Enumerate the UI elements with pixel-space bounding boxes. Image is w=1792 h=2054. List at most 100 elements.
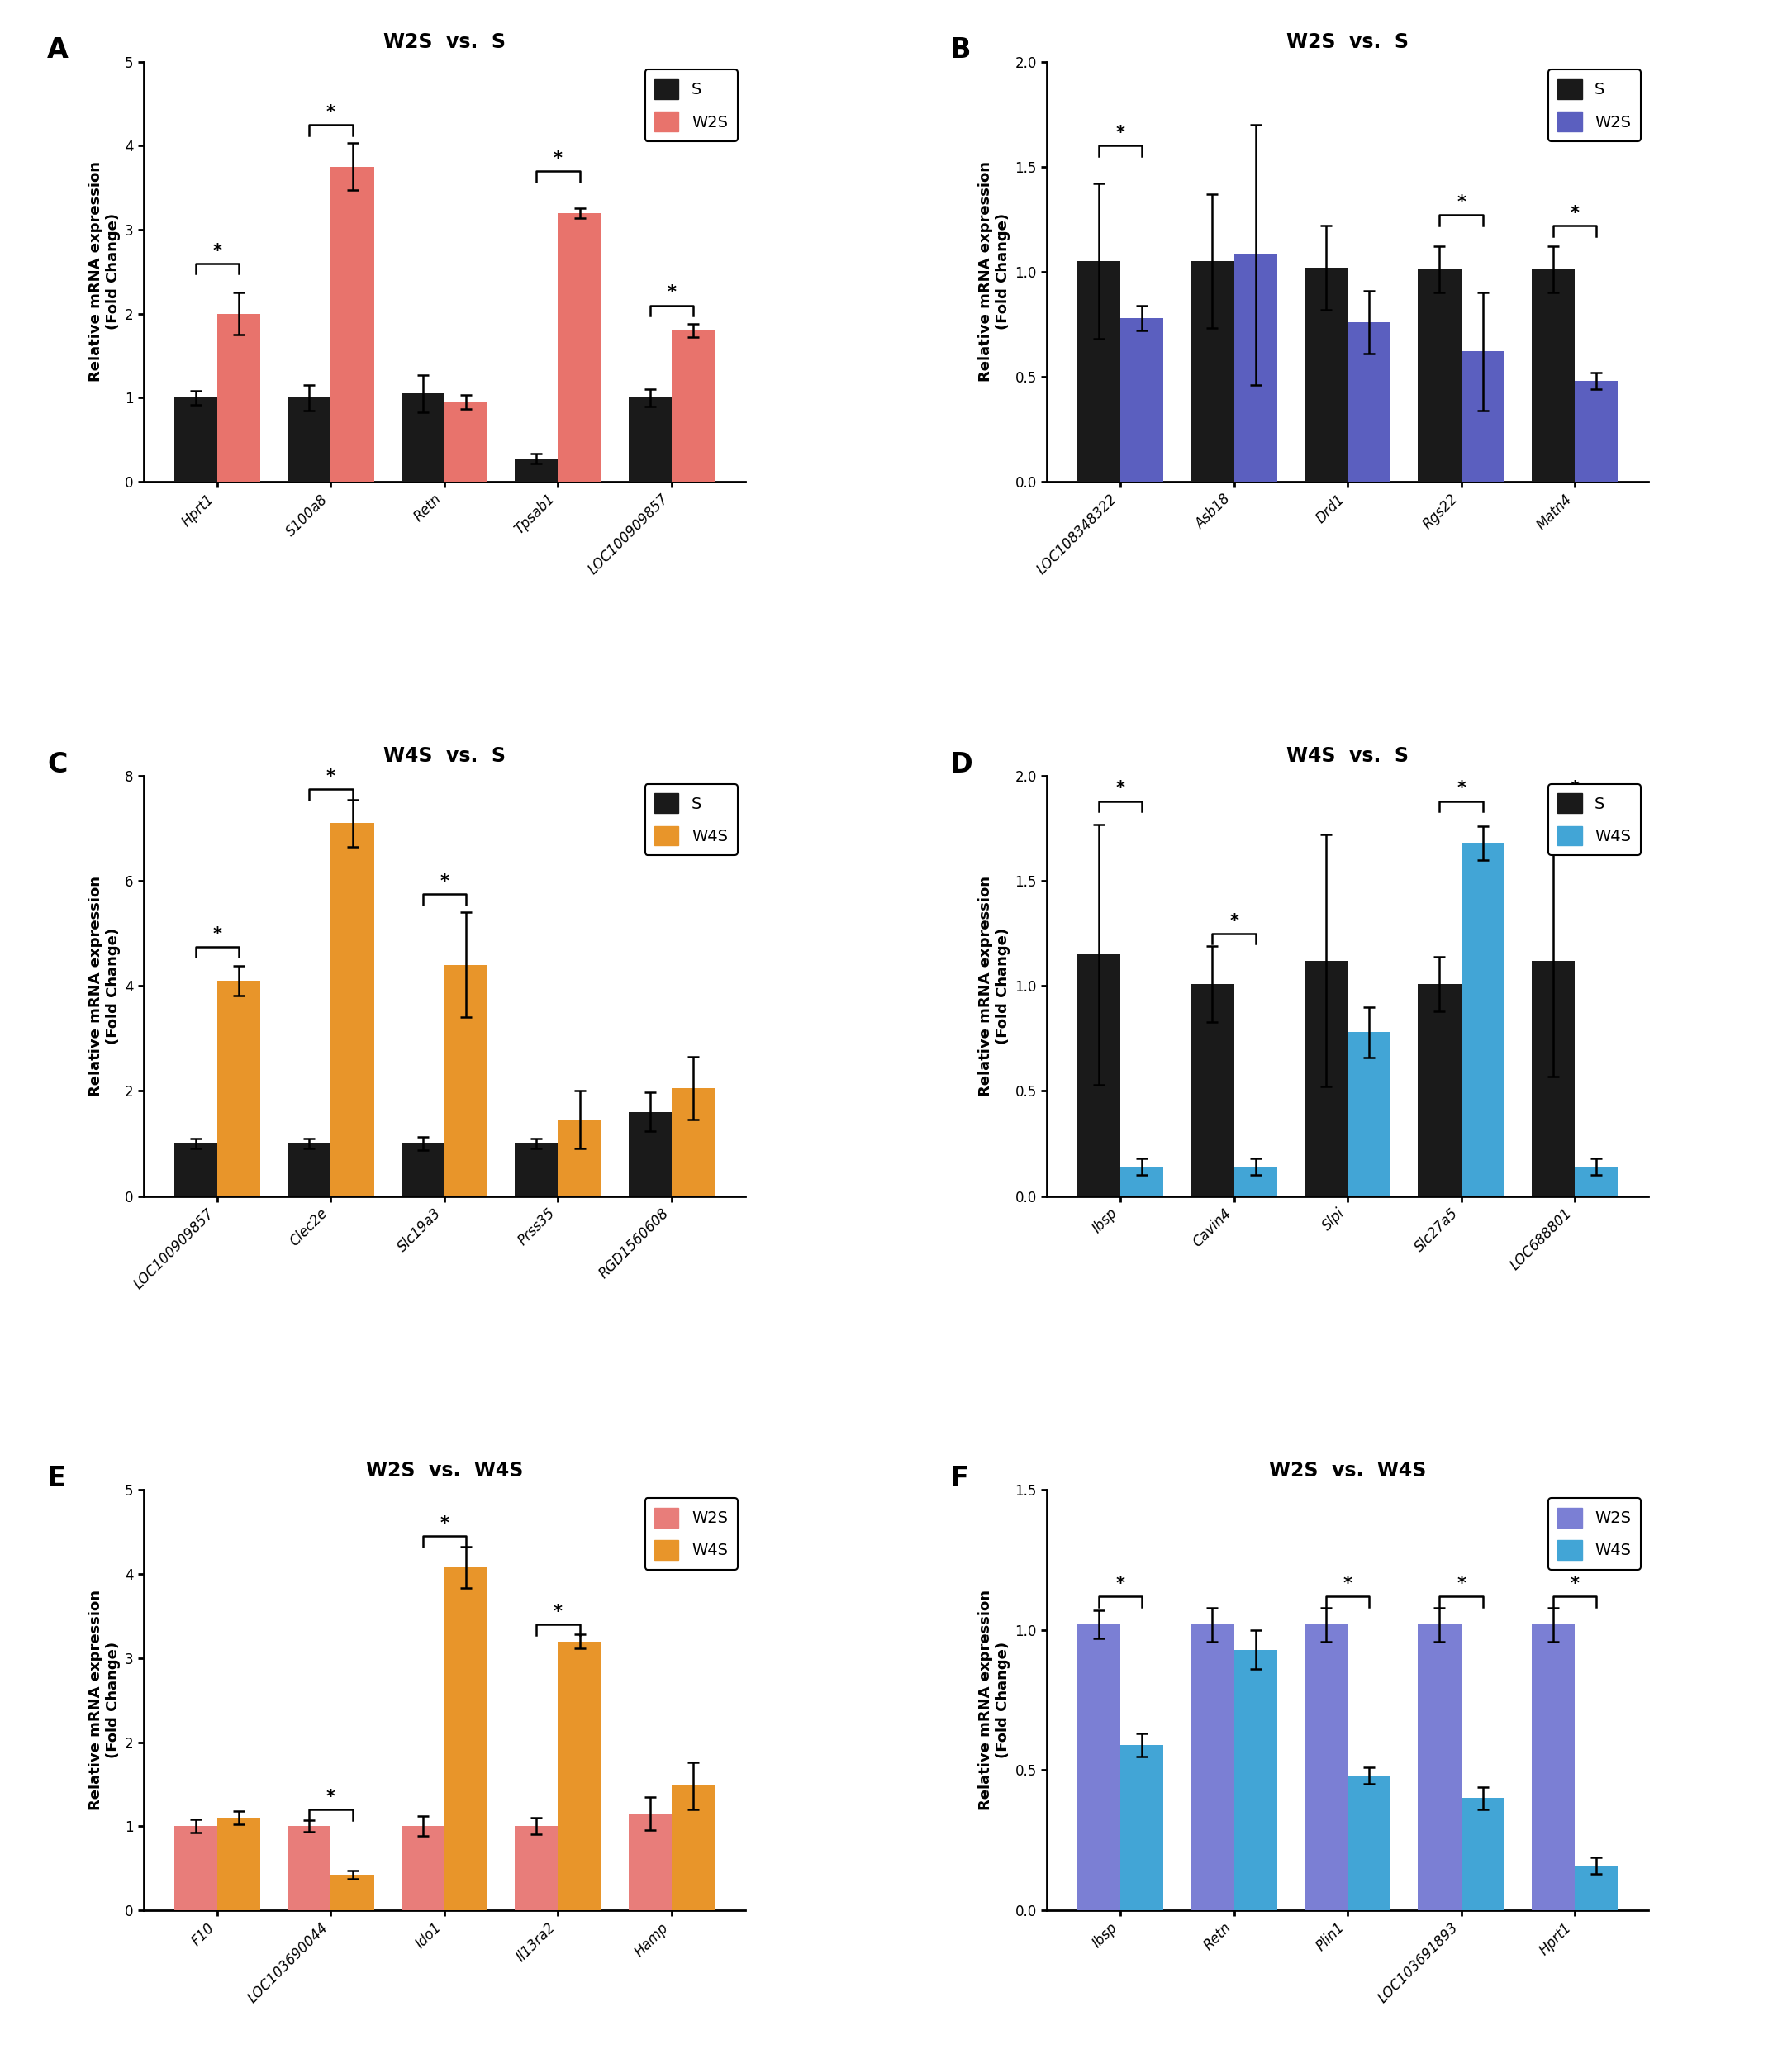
Y-axis label: Relative mRNA expression
(Fold Change): Relative mRNA expression (Fold Change): [978, 1590, 1011, 1810]
Bar: [1532, 1625, 1575, 1910]
Title: W2S  vs.  W4S: W2S vs. W4S: [1269, 1460, 1426, 1481]
Text: *: *: [213, 926, 222, 943]
Text: F: F: [950, 1465, 969, 1491]
Title: W2S  vs.  W4S: W2S vs. W4S: [366, 1460, 523, 1481]
Text: C: C: [47, 750, 68, 778]
Text: *: *: [1570, 1575, 1579, 1592]
Bar: [1575, 1865, 1618, 1910]
Bar: [1305, 961, 1348, 1195]
Bar: [401, 1826, 444, 1910]
Text: E: E: [47, 1465, 66, 1491]
Bar: [672, 1785, 715, 1910]
Text: B: B: [950, 37, 971, 64]
Bar: [1348, 1031, 1391, 1195]
Y-axis label: Relative mRNA expression
(Fold Change): Relative mRNA expression (Fold Change): [88, 875, 120, 1097]
Bar: [1235, 1167, 1278, 1195]
Text: *: *: [1116, 125, 1125, 142]
Bar: [629, 1111, 672, 1195]
Bar: [401, 1144, 444, 1195]
Bar: [514, 1144, 557, 1195]
Title: W4S  vs.  S: W4S vs. S: [1287, 746, 1409, 766]
Text: *: *: [1570, 205, 1579, 222]
Legend: S, W4S: S, W4S: [1548, 785, 1641, 854]
Bar: [217, 314, 260, 483]
Bar: [444, 965, 487, 1195]
Text: D: D: [950, 750, 973, 778]
Bar: [217, 1818, 260, 1910]
Bar: [1305, 267, 1348, 483]
Bar: [514, 1826, 557, 1910]
Text: *: *: [326, 1789, 335, 1805]
Bar: [1417, 269, 1460, 483]
Text: A: A: [47, 37, 68, 64]
Bar: [332, 1875, 375, 1910]
Title: W2S  vs.  S: W2S vs. S: [383, 33, 505, 51]
Bar: [1192, 261, 1235, 483]
Bar: [401, 394, 444, 483]
Bar: [1532, 269, 1575, 483]
Bar: [444, 403, 487, 483]
Bar: [289, 398, 332, 483]
Text: *: *: [326, 768, 335, 785]
Bar: [1120, 318, 1163, 483]
Bar: [444, 1567, 487, 1910]
Bar: [332, 166, 375, 483]
Bar: [1460, 351, 1503, 483]
Text: *: *: [1229, 912, 1238, 928]
Bar: [557, 214, 600, 483]
Text: *: *: [213, 242, 222, 259]
Bar: [289, 1826, 332, 1910]
Legend: W2S, W4S: W2S, W4S: [1548, 1497, 1641, 1569]
Bar: [1460, 1797, 1503, 1910]
Bar: [1417, 1625, 1460, 1910]
Text: *: *: [326, 105, 335, 121]
Legend: W2S, W4S: W2S, W4S: [645, 1497, 738, 1569]
Text: *: *: [1457, 781, 1466, 797]
Y-axis label: Relative mRNA expression
(Fold Change): Relative mRNA expression (Fold Change): [978, 875, 1011, 1097]
Y-axis label: Relative mRNA expression
(Fold Change): Relative mRNA expression (Fold Change): [88, 1590, 120, 1810]
Text: *: *: [1457, 1575, 1466, 1592]
Bar: [1077, 1625, 1120, 1910]
Bar: [1532, 961, 1575, 1195]
Bar: [1192, 1625, 1235, 1910]
Text: *: *: [1116, 1575, 1125, 1592]
Bar: [332, 824, 375, 1195]
Legend: S, W4S: S, W4S: [645, 785, 738, 854]
Bar: [1417, 984, 1460, 1195]
Title: W4S  vs.  S: W4S vs. S: [383, 746, 505, 766]
Text: *: *: [1342, 1575, 1353, 1592]
Text: *: *: [439, 873, 450, 889]
Bar: [514, 458, 557, 483]
Bar: [1120, 1167, 1163, 1195]
Text: *: *: [1570, 781, 1579, 797]
Bar: [1235, 255, 1278, 483]
Bar: [1348, 1777, 1391, 1910]
Bar: [1235, 1649, 1278, 1910]
Bar: [174, 1826, 217, 1910]
Bar: [1120, 1746, 1163, 1910]
Bar: [289, 1144, 332, 1195]
Bar: [1305, 1625, 1348, 1910]
Bar: [1192, 984, 1235, 1195]
Y-axis label: Relative mRNA expression
(Fold Change): Relative mRNA expression (Fold Change): [88, 162, 120, 382]
Bar: [557, 1119, 600, 1195]
Text: *: *: [554, 1604, 563, 1621]
Text: *: *: [667, 286, 676, 302]
Bar: [1077, 261, 1120, 483]
Bar: [174, 398, 217, 483]
Bar: [1460, 842, 1503, 1195]
Bar: [672, 1089, 715, 1195]
Legend: S, W2S: S, W2S: [1548, 70, 1641, 142]
Bar: [217, 980, 260, 1195]
Bar: [629, 398, 672, 483]
Bar: [1575, 380, 1618, 483]
Text: *: *: [554, 150, 563, 166]
Text: *: *: [439, 1516, 450, 1532]
Bar: [1575, 1167, 1618, 1195]
Bar: [557, 1641, 600, 1910]
Bar: [672, 331, 715, 483]
Bar: [629, 1814, 672, 1910]
Text: *: *: [1116, 781, 1125, 797]
Title: W2S  vs.  S: W2S vs. S: [1287, 33, 1409, 51]
Bar: [1077, 955, 1120, 1195]
